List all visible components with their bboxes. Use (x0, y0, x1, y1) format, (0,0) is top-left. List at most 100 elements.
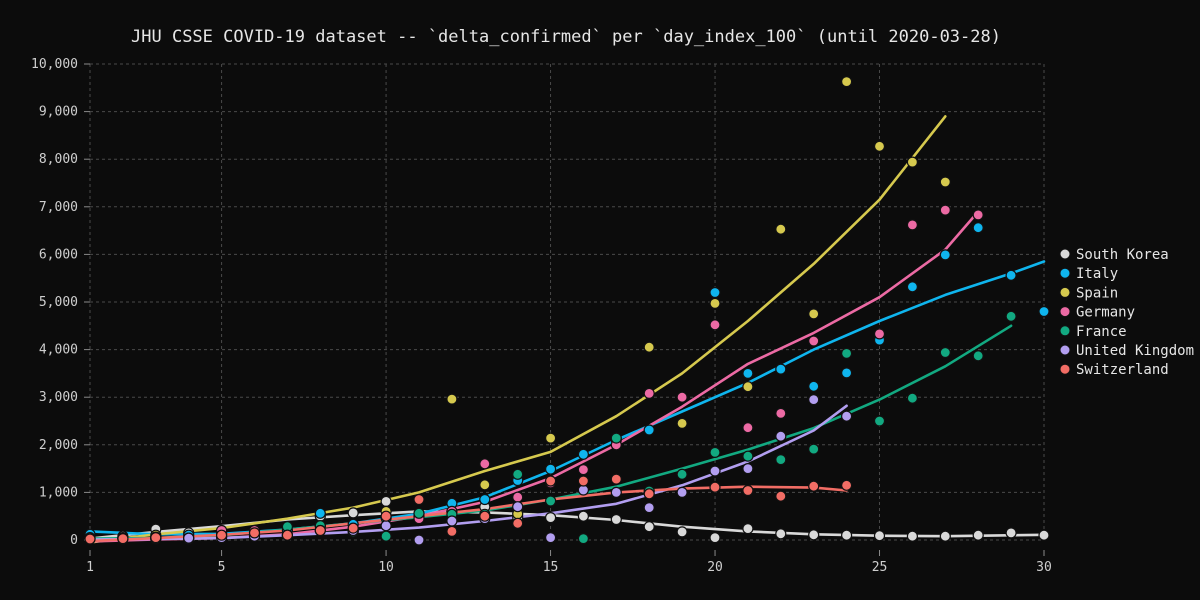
data-point-spain (446, 393, 458, 405)
y-tick-label: 7,000 (39, 200, 78, 215)
legend-marker-switzerland (1059, 363, 1071, 375)
data-point-spain (479, 479, 491, 491)
y-tick-label: 5,000 (39, 295, 78, 310)
data-point-south-korea (380, 495, 392, 507)
y-tick-label: 6,000 (39, 247, 78, 262)
data-point-italy (972, 222, 984, 234)
x-tick-label: 5 (218, 560, 226, 575)
data-point-united-kingdom (380, 520, 392, 532)
data-point-spain (873, 140, 886, 152)
data-point-italy (1038, 305, 1050, 318)
data-point-france (380, 530, 392, 542)
x-tick-label: 30 (1036, 560, 1052, 575)
data-point-switzerland (742, 484, 754, 497)
data-point-italy (544, 463, 557, 475)
legend: South Korea Italy Spain Germany France United… (1059, 247, 1194, 378)
data-point-south-korea (742, 522, 754, 535)
y-tick-label: 3,000 (39, 390, 78, 405)
grid (89, 63, 1045, 541)
data-point-switzerland (577, 475, 590, 487)
chart-title: JHU CSSE COVID-19 dataset -- `delta_conf… (131, 27, 1001, 47)
data-point-italy (709, 286, 721, 299)
data-point-switzerland (117, 532, 129, 545)
legend-label-germany: Germany (1076, 305, 1135, 321)
data-point-germany (775, 407, 787, 419)
data-point-united-kingdom (413, 534, 425, 546)
data-point-south-korea (1005, 527, 1017, 539)
legend-marker-south-korea (1059, 248, 1071, 260)
data-point-spain (840, 75, 853, 88)
data-point-united-kingdom (446, 515, 458, 527)
data-point-france (808, 443, 820, 455)
data-point-germany (479, 458, 491, 470)
data-point-south-korea (1038, 529, 1050, 541)
x-tick-label: 1 (86, 560, 94, 575)
legend-marker-spain (1059, 286, 1071, 298)
data-point-switzerland (840, 479, 853, 491)
data-point-italy (906, 281, 919, 293)
x-tick-label: 20 (707, 560, 723, 575)
y-tick-label: 4,000 (39, 343, 78, 358)
legend-marker-germany (1059, 306, 1071, 318)
data-points (84, 75, 1050, 546)
y-tick-label: 2,000 (39, 438, 78, 453)
data-point-france (906, 392, 919, 404)
data-point-italy (314, 507, 326, 519)
data-point-south-korea (676, 526, 688, 538)
data-point-germany (577, 464, 590, 476)
data-point-italy (775, 363, 787, 375)
data-point-italy (939, 249, 951, 261)
data-point-italy (808, 380, 820, 392)
y-tick-label: 1,000 (39, 485, 78, 500)
data-point-spain (939, 176, 951, 188)
data-point-switzerland (512, 517, 524, 529)
legend-label-spain: Spain (1076, 285, 1118, 301)
data-point-france (939, 346, 951, 359)
data-point-south-korea (643, 521, 655, 533)
data-point-united-kingdom (775, 430, 787, 442)
data-point-spain (742, 381, 754, 393)
data-point-switzerland (610, 473, 622, 485)
data-point-switzerland (150, 531, 162, 544)
legend-label-italy: Italy (1076, 266, 1118, 282)
data-point-germany (512, 491, 524, 503)
data-point-italy (840, 367, 853, 379)
data-point-france (709, 446, 721, 458)
legend-label-united-kingdom: United Kingdom (1076, 343, 1194, 359)
data-point-germany (873, 328, 886, 340)
data-point-united-kingdom (610, 486, 622, 498)
data-point-spain (709, 297, 721, 309)
data-point-united-kingdom (544, 531, 557, 544)
data-point-italy (479, 493, 491, 506)
data-point-switzerland (84, 533, 96, 545)
data-point-france (610, 432, 622, 444)
legend-marker-united-kingdom (1059, 344, 1071, 356)
data-point-france (1005, 310, 1017, 322)
data-point-germany (676, 391, 688, 403)
data-point-south-korea (347, 507, 359, 519)
data-point-germany (742, 422, 754, 434)
data-point-spain (775, 223, 787, 235)
x-tick-label: 10 (378, 560, 394, 575)
data-point-germany (939, 204, 951, 216)
data-point-france (676, 468, 688, 480)
data-point-italy (643, 424, 655, 436)
data-point-south-korea (840, 529, 853, 541)
data-point-france (512, 468, 524, 480)
data-point-south-korea (906, 530, 919, 542)
y-tick-label: 9,000 (39, 105, 78, 120)
trend-line-spain (88, 115, 947, 544)
data-point-italy (742, 367, 754, 379)
data-point-france (972, 350, 984, 362)
legend-label-france: France (1076, 324, 1127, 340)
legend-marker-italy (1059, 267, 1071, 279)
data-point-france (742, 450, 754, 462)
data-point-switzerland (248, 527, 261, 539)
data-point-united-kingdom (808, 394, 820, 406)
data-point-south-korea (577, 510, 590, 522)
data-point-switzerland (544, 475, 557, 487)
data-point-germany (972, 209, 984, 221)
data-point-united-kingdom (643, 502, 655, 514)
data-point-united-kingdom (709, 465, 721, 477)
data-point-switzerland (808, 480, 820, 492)
